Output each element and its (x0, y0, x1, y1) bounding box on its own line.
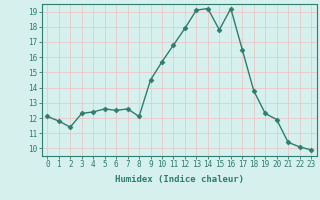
X-axis label: Humidex (Indice chaleur): Humidex (Indice chaleur) (115, 175, 244, 184)
